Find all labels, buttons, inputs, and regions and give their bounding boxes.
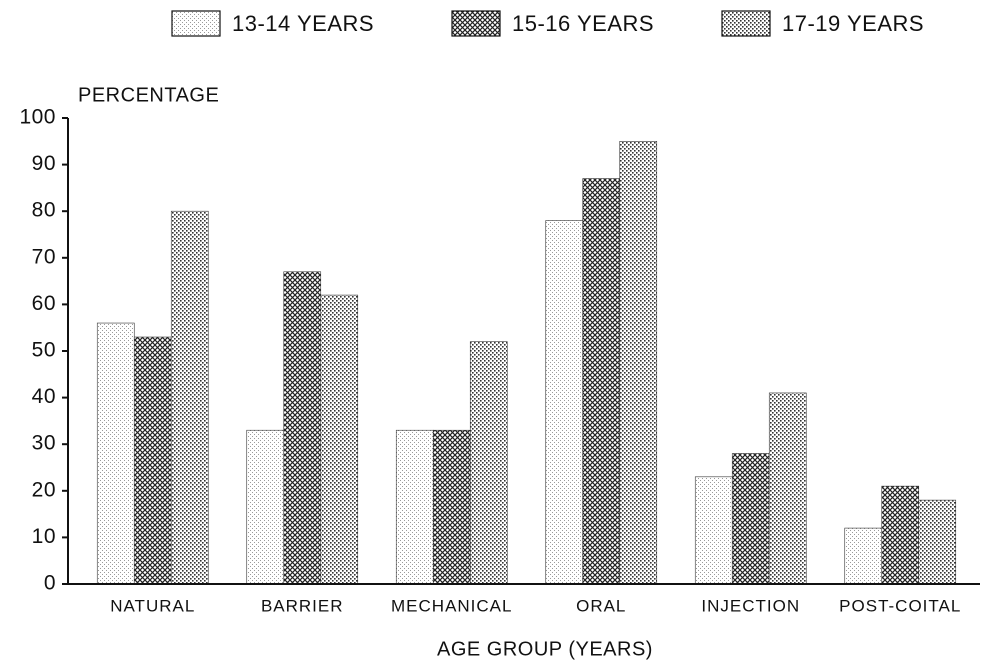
bar [881,485,920,585]
y-tick-label: 30 [32,432,56,455]
bar [694,476,733,585]
y-tick-label: 70 [32,245,56,268]
bar [469,341,508,585]
y-tick-label: 100 [19,106,56,129]
bar [133,336,172,585]
y-tick-label: 20 [32,478,56,501]
x-tick-label: ORAL [576,596,626,615]
bar [96,322,135,585]
bar [844,527,883,585]
bar [320,294,359,585]
y-tick-label: 0 [44,572,56,595]
bar [768,392,807,585]
x-tick-label: MECHANICAL [391,596,512,615]
bar [731,453,770,585]
bar [395,429,434,585]
legend-label: 17-19 YEARS [782,11,924,36]
y-tick-label: 50 [32,339,56,362]
y-tick-label: 80 [32,199,56,222]
bar [246,429,285,585]
bar [170,210,209,585]
legend-label: 15-16 YEARS [512,11,654,36]
x-tick-label: BARRIER [261,596,344,615]
bar [432,429,471,585]
bar [545,220,584,585]
x-axis-label: AGE GROUP (YEARS) [437,638,653,660]
bar [918,499,957,585]
legend-label: 13-14 YEARS [232,11,374,36]
y-axis-label: PERCENTAGE [78,84,219,106]
y-tick-label: 10 [32,525,56,548]
y-tick-label: 40 [32,385,56,408]
bar [582,178,621,585]
x-tick-label: NATURAL [110,596,195,615]
bar [619,141,658,585]
y-tick-label: 90 [32,152,56,175]
legend-swatch [721,10,771,37]
x-tick-label: POST-COITAL [839,596,961,615]
legend-swatch [451,10,501,37]
y-tick-label: 60 [32,292,56,315]
bar [283,271,322,585]
legend-swatch [171,10,221,37]
x-tick-label: INJECTION [701,596,800,615]
